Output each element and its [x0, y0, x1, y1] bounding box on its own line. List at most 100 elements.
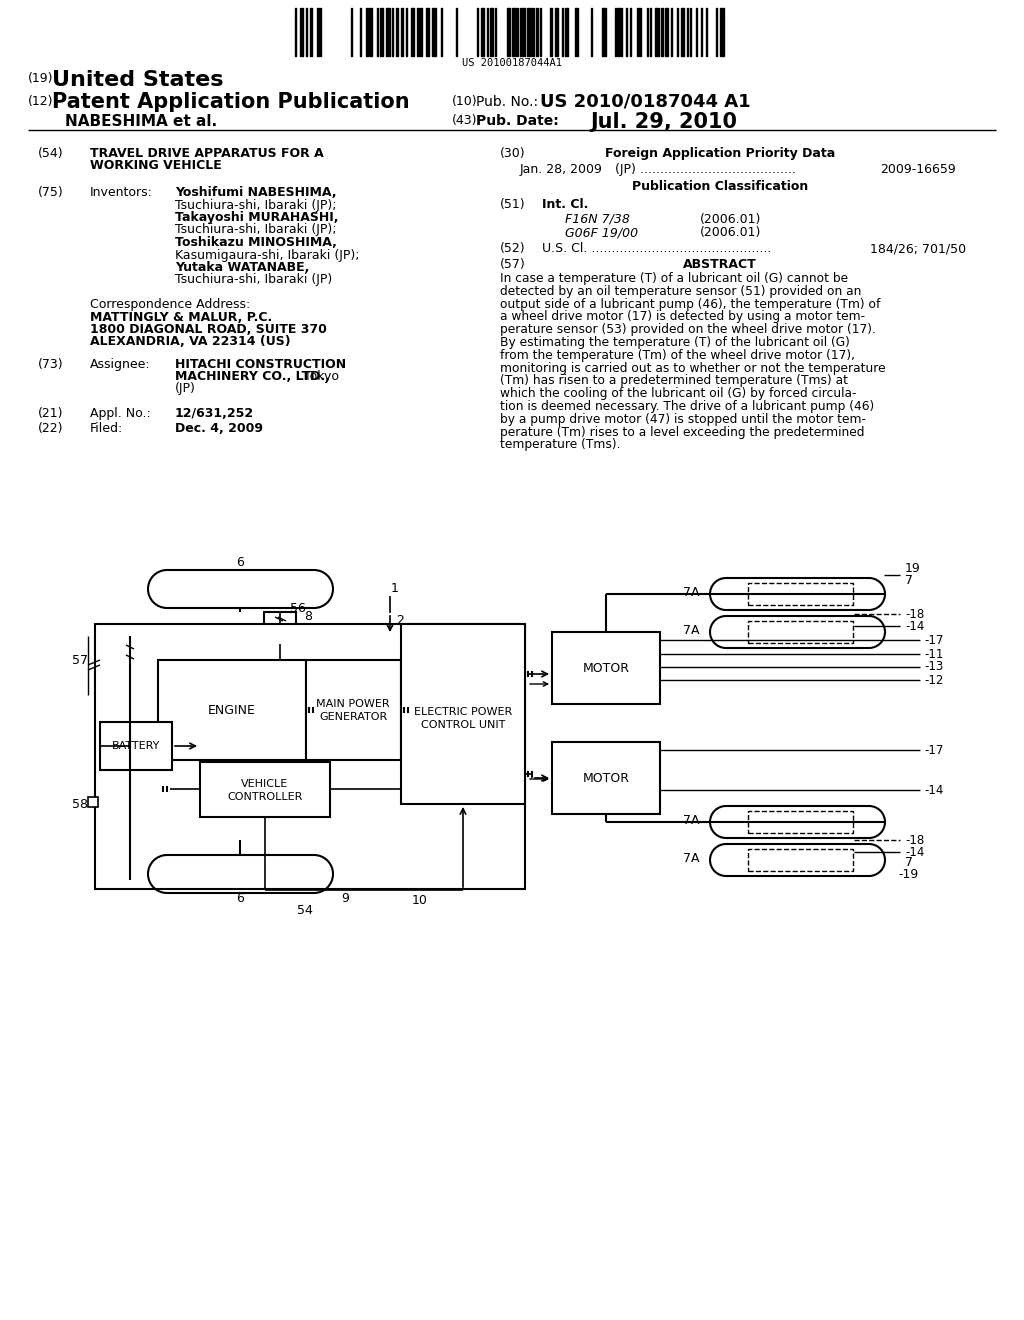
Text: 54: 54	[297, 903, 313, 916]
Text: Assignee:: Assignee:	[90, 358, 151, 371]
Text: Patent Application Publication: Patent Application Publication	[52, 92, 410, 112]
Bar	[264, 612, 296, 644]
Text: Tsuchiura-shi, Ibaraki (JP);: Tsuchiura-shi, Ibaraki (JP);	[175, 198, 337, 211]
Text: (JP) .......................................: (JP) ...................................…	[615, 162, 796, 176]
Text: -14: -14	[905, 846, 925, 858]
Text: (Tm) has risen to a predetermined temperature (Tms) at: (Tm) has risen to a predetermined temper…	[500, 375, 848, 387]
Text: (22): (22)	[38, 422, 63, 436]
Text: -18: -18	[905, 607, 925, 620]
Text: 10: 10	[412, 894, 428, 907]
Bar	[158, 660, 306, 760]
Text: NABESHIMA et al.: NABESHIMA et al.	[65, 114, 217, 129]
Text: (75): (75)	[38, 186, 63, 199]
Text: 57: 57	[72, 653, 88, 667]
Text: Yoshifumi NABESHIMA,: Yoshifumi NABESHIMA,	[175, 186, 337, 199]
Text: Publication Classification: Publication Classification	[632, 180, 808, 193]
Text: 7A: 7A	[683, 624, 700, 638]
Text: Foreign Application Priority Data: Foreign Application Priority Data	[605, 147, 836, 160]
Text: -14: -14	[924, 784, 943, 796]
Text: F16N 7/38: F16N 7/38	[565, 213, 630, 226]
Text: Jul. 29, 2010: Jul. 29, 2010	[590, 112, 737, 132]
Text: Pub. Date:: Pub. Date:	[476, 114, 559, 128]
Text: Yutaka WATANABE,: Yutaka WATANABE,	[175, 261, 309, 275]
Text: ALEXANDRIA, VA 22314 (US): ALEXANDRIA, VA 22314 (US)	[90, 335, 291, 348]
Text: monitoring is carried out as to whether or not the temperature: monitoring is carried out as to whether …	[500, 362, 886, 375]
Text: 7: 7	[905, 573, 913, 586]
Text: 19: 19	[905, 562, 921, 576]
Bar	[748, 810, 853, 833]
Text: 58: 58	[72, 799, 88, 812]
Bar	[748, 583, 853, 605]
Text: Takayoshi MURAHASHI,: Takayoshi MURAHASHI,	[175, 211, 339, 224]
Text: 1: 1	[391, 582, 399, 594]
Text: Filed:: Filed:	[90, 422, 123, 436]
Text: (2006.01): (2006.01)	[700, 226, 762, 239]
Text: -17: -17	[924, 634, 943, 647]
Text: -19: -19	[898, 869, 919, 882]
Text: tion is deemed necessary. The drive of a lubricant pump (46): tion is deemed necessary. The drive of a…	[500, 400, 874, 413]
Text: which the cooling of the lubricant oil (G) by forced circula-: which the cooling of the lubricant oil (…	[500, 387, 856, 400]
Text: output side of a lubricant pump (46), the temperature (Tm) of: output side of a lubricant pump (46), th…	[500, 297, 881, 310]
Text: Tokyo: Tokyo	[300, 370, 339, 383]
Text: US 2010/0187044 A1: US 2010/0187044 A1	[540, 92, 751, 110]
Text: (51): (51)	[500, 198, 525, 211]
Text: (JP): (JP)	[175, 381, 196, 395]
Text: TRAVEL DRIVE APPARATUS FOR A: TRAVEL DRIVE APPARATUS FOR A	[90, 147, 324, 160]
Text: In case a temperature (T) of a lubricant oil (G) cannot be: In case a temperature (T) of a lubricant…	[500, 272, 848, 285]
Text: MACHINERY CO., LTD.,: MACHINERY CO., LTD.,	[175, 370, 330, 383]
Text: 7A: 7A	[683, 586, 700, 599]
Bar	[88, 797, 98, 807]
Text: -14: -14	[905, 619, 925, 632]
Bar	[748, 620, 853, 643]
Text: 6: 6	[237, 556, 244, 569]
Text: Dec. 4, 2009: Dec. 4, 2009	[175, 422, 263, 436]
Text: United States: United States	[52, 70, 223, 90]
Text: 12/631,252: 12/631,252	[175, 407, 254, 420]
Text: WORKING VEHICLE: WORKING VEHICLE	[90, 158, 222, 172]
Text: -13: -13	[924, 660, 943, 673]
Text: a wheel drive motor (17) is detected by using a motor tem-: a wheel drive motor (17) is detected by …	[500, 310, 865, 323]
Text: (43): (43)	[452, 114, 477, 127]
Text: 7A: 7A	[683, 853, 700, 866]
Text: Jan. 28, 2009: Jan. 28, 2009	[520, 162, 603, 176]
Text: HITACHI CONSTRUCTION: HITACHI CONSTRUCTION	[175, 358, 346, 371]
Text: Toshikazu MINOSHIMA,: Toshikazu MINOSHIMA,	[175, 236, 337, 249]
Text: Pub. No.:: Pub. No.:	[476, 95, 539, 110]
Text: by a pump drive motor (47) is stopped until the motor tem-: by a pump drive motor (47) is stopped un…	[500, 413, 866, 426]
Text: MAIN POWER: MAIN POWER	[316, 700, 390, 709]
Text: MATTINGLY & MALUR, P.C.: MATTINGLY & MALUR, P.C.	[90, 312, 272, 323]
Text: 8: 8	[304, 610, 312, 623]
Text: CONTROLLER: CONTROLLER	[227, 792, 303, 803]
Text: -18: -18	[905, 833, 925, 846]
Text: (21): (21)	[38, 407, 63, 420]
Text: 2: 2	[396, 615, 403, 627]
Text: MOTOR: MOTOR	[583, 771, 630, 784]
Text: (12): (12)	[28, 95, 53, 108]
Text: Correspondence Address:: Correspondence Address:	[90, 298, 250, 312]
Text: 6: 6	[237, 891, 244, 904]
Text: 184/26; 701/50: 184/26; 701/50	[870, 242, 966, 255]
Text: 7A: 7A	[683, 814, 700, 828]
Bar	[100, 722, 172, 770]
Text: CONTROL UNIT: CONTROL UNIT	[421, 719, 505, 730]
Text: (30): (30)	[500, 147, 525, 160]
Text: Inventors:: Inventors:	[90, 186, 153, 199]
Text: (54): (54)	[38, 147, 63, 160]
Text: 2009-16659: 2009-16659	[880, 162, 955, 176]
Bar	[306, 660, 401, 760]
Text: (2006.01): (2006.01)	[700, 213, 762, 226]
Text: 56: 56	[290, 602, 306, 615]
Bar	[552, 742, 660, 814]
Text: detected by an oil temperature sensor (51) provided on an: detected by an oil temperature sensor (5…	[500, 285, 861, 298]
Text: Kasumigaura-shi, Ibaraki (JP);: Kasumigaura-shi, Ibaraki (JP);	[175, 248, 359, 261]
Text: Tsuchiura-shi, Ibaraki (JP);: Tsuchiura-shi, Ibaraki (JP);	[175, 223, 337, 236]
Text: (19): (19)	[28, 73, 53, 84]
Bar	[748, 849, 853, 871]
Text: -11: -11	[924, 648, 943, 660]
Text: Appl. No.:: Appl. No.:	[90, 407, 151, 420]
Text: -12: -12	[924, 673, 943, 686]
Text: perature sensor (53) provided on the wheel drive motor (17).: perature sensor (53) provided on the whe…	[500, 323, 876, 337]
Bar	[401, 624, 525, 804]
Text: from the temperature (Tm) of the wheel drive motor (17),: from the temperature (Tm) of the wheel d…	[500, 348, 855, 362]
Text: By estimating the temperature (T) of the lubricant oil (G): By estimating the temperature (T) of the…	[500, 337, 850, 348]
